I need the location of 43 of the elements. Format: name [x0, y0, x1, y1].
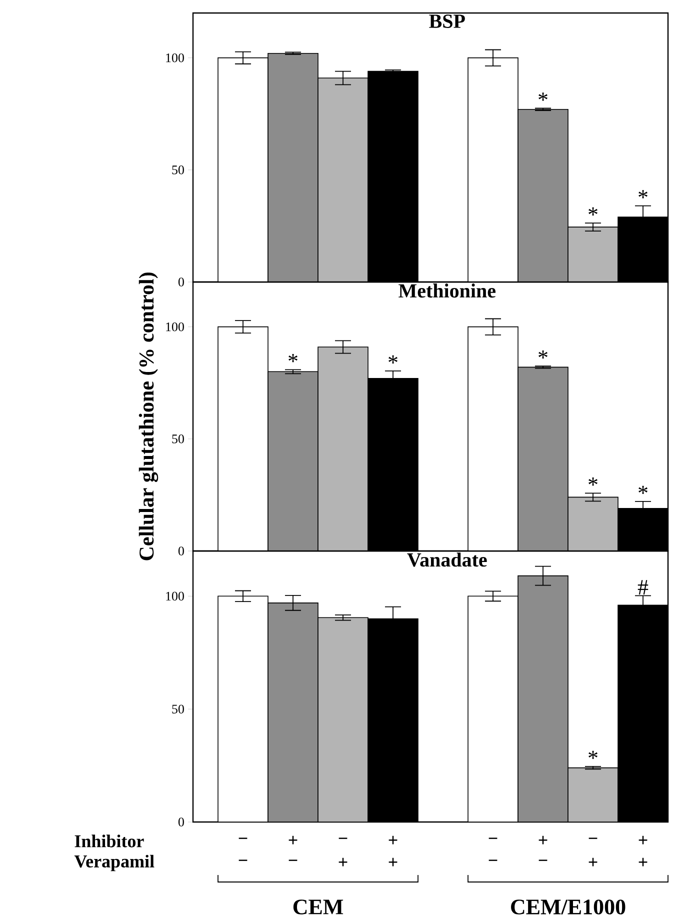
text: − — [338, 838, 348, 839]
data-label: # — [638, 580, 648, 595]
text: CEM/E1000 — [511, 900, 626, 914]
text: + — [638, 858, 648, 866]
y-tick-label: 0 — [178, 818, 184, 826]
data-label: * — [288, 354, 298, 362]
text: − — [288, 860, 298, 861]
y-tick-label: 100 — [166, 53, 184, 62]
text: + — [388, 836, 398, 844]
data-label: * — [638, 190, 648, 198]
text: − — [488, 838, 498, 839]
y-tick-label: 100 — [166, 322, 184, 332]
data-label: * — [538, 350, 548, 359]
text: Inhibitor — [74, 834, 144, 848]
y-axis-title: Cellular glutathione (% control) — [138, 272, 158, 560]
text: CEM — [293, 900, 344, 914]
chart-title: Vanadate — [407, 552, 487, 567]
text: − — [238, 860, 248, 861]
y-tick-label: 0 — [178, 278, 184, 286]
text: + — [638, 836, 648, 844]
chart-title: Methionine — [398, 284, 496, 298]
y-tick-label: 0 — [178, 546, 184, 556]
text: − — [538, 860, 548, 861]
text: + — [588, 858, 598, 866]
text: Verapamil — [74, 854, 154, 872]
text: − — [588, 838, 598, 839]
chart-title: BSP — [429, 14, 465, 28]
y-tick-label: 50 — [172, 166, 184, 174]
y-tick-label: 50 — [172, 434, 184, 444]
data-label: * — [588, 750, 598, 759]
data-label: * — [588, 478, 598, 486]
text: + — [338, 858, 348, 866]
data-label: * — [538, 92, 548, 101]
y-tick-label: 100 — [166, 592, 184, 601]
text: − — [238, 838, 248, 839]
text: + — [538, 836, 548, 844]
text: − — [488, 860, 498, 861]
text: + — [388, 858, 398, 866]
text: + — [288, 836, 298, 844]
data-label: * — [638, 486, 648, 494]
y-tick-label: 50 — [172, 704, 184, 714]
data-label: * — [588, 207, 598, 216]
data-label: * — [388, 355, 398, 364]
